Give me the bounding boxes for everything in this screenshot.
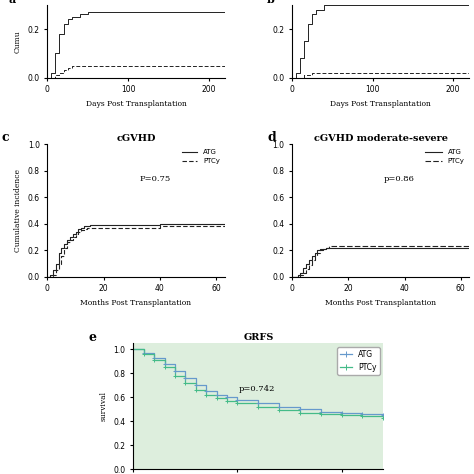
Text: d: d	[267, 131, 276, 144]
Text: e: e	[88, 330, 96, 344]
X-axis label: Days Post Transplantation: Days Post Transplantation	[330, 100, 431, 108]
Title: cGVHD: cGVHD	[116, 134, 156, 143]
Legend: ATG, PTCy: ATG, PTCy	[423, 147, 466, 166]
Text: b: b	[267, 0, 275, 5]
Text: a: a	[9, 0, 16, 5]
Text: c: c	[1, 131, 9, 144]
Legend: ATG, PTCy: ATG, PTCy	[337, 347, 380, 375]
Text: p=0.742: p=0.742	[238, 385, 275, 393]
Title: cGVHD moderate-severe: cGVHD moderate-severe	[314, 134, 447, 143]
Y-axis label: Cumulative incidence: Cumulative incidence	[14, 169, 22, 252]
X-axis label: Days Post Transplantation: Days Post Transplantation	[86, 100, 186, 108]
X-axis label: Months Post Transplantation: Months Post Transplantation	[81, 299, 191, 307]
X-axis label: Months Post Transplantation: Months Post Transplantation	[325, 299, 436, 307]
Y-axis label: Cumu: Cumu	[14, 30, 22, 53]
Text: p=0.86: p=0.86	[384, 175, 415, 183]
Y-axis label: survival: survival	[100, 391, 108, 421]
Title: GRFS: GRFS	[243, 333, 273, 342]
Text: P=0.75: P=0.75	[139, 175, 171, 183]
Legend: ATG, PTCy: ATG, PTCy	[181, 147, 221, 166]
